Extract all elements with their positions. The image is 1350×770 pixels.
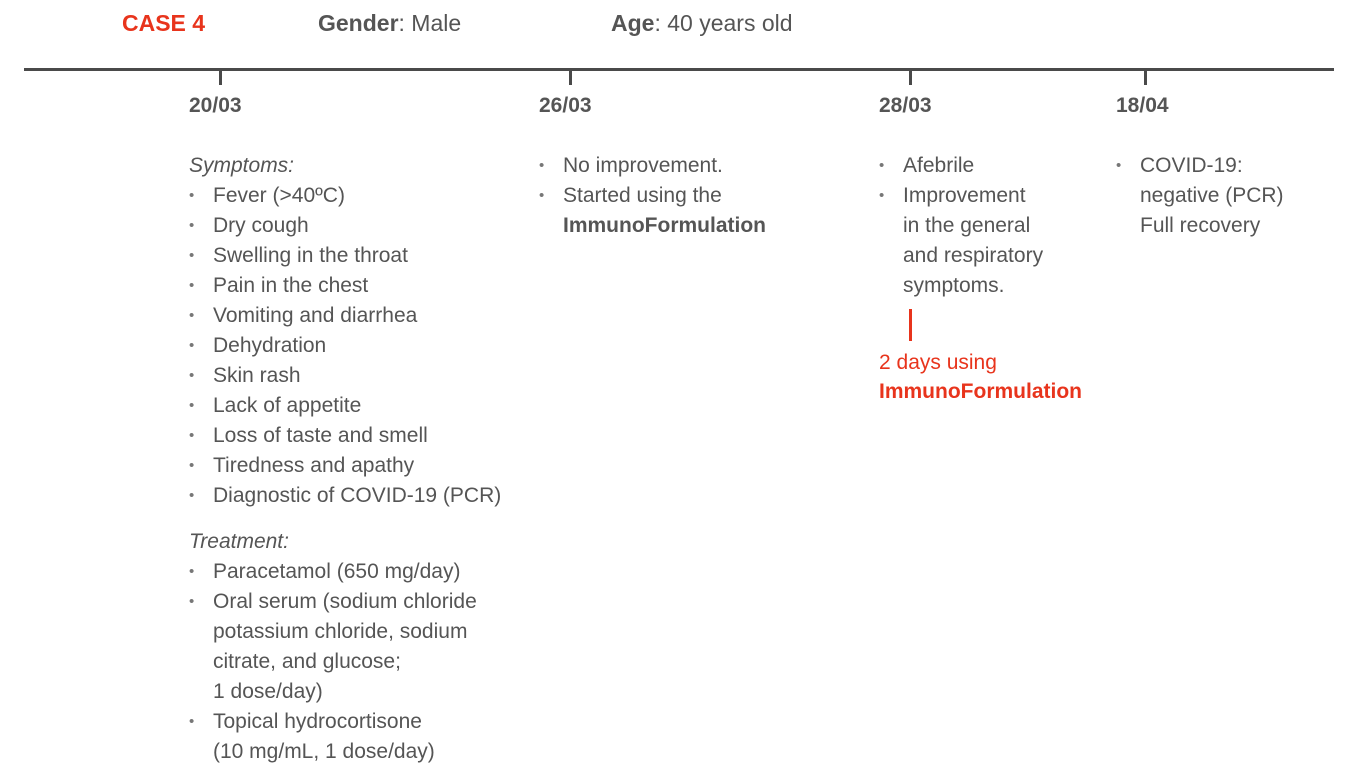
- list-item-line: negative (PCR): [1140, 184, 1284, 207]
- list-item-line: COVID-19:: [1140, 154, 1243, 177]
- list-item-line: citrate, and glucose;: [213, 650, 401, 673]
- event-list: COVID-19: negative (PCR) Full recovery: [1116, 151, 1284, 241]
- list-item-line: Afebrile: [903, 154, 975, 177]
- list-item: Swelling in the throat: [189, 241, 501, 271]
- list-item: Loss of taste and smell: [189, 421, 501, 451]
- symptoms-list: Fever (>40ºC) Dry cough Swelling in the …: [189, 181, 501, 511]
- timeline-tick: [909, 70, 912, 85]
- event-column-20-03: Symptoms: Fever (>40ºC) Dry cough Swelli…: [189, 151, 501, 767]
- age-value: : 40 years old: [654, 10, 793, 36]
- list-item: Lack of appetite: [189, 391, 501, 421]
- list-item-line: Paracetamol (650 mg/day): [213, 560, 461, 583]
- date-label: 28/03: [879, 94, 932, 117]
- gender-info: Gender: Male: [318, 8, 461, 38]
- timeline-tick: [569, 70, 572, 85]
- age-label: Age: [611, 10, 655, 36]
- gender-value: : Male: [398, 10, 462, 36]
- list-item: Diagnostic of COVID-19 (PCR): [189, 481, 501, 511]
- list-item-line: No improvement.: [563, 154, 723, 177]
- list-item-line: in the general: [903, 214, 1031, 237]
- list-item: Topical hydrocortisone (10 mg/mL, 1 dose…: [189, 707, 501, 767]
- timeline-tick: [1144, 70, 1147, 85]
- list-item: Started using the ImmunoFormulation: [539, 181, 766, 241]
- list-item-line: potassium chloride, sodium: [213, 620, 468, 643]
- list-item-line: Oral serum (sodium chloride: [213, 590, 477, 613]
- event-list: No improvement. Started using the Immuno…: [539, 151, 766, 241]
- symptoms-heading: Symptoms:: [189, 154, 295, 177]
- usage-note: 2 days using ImmunoFormulation: [879, 348, 1082, 406]
- event-column-28-03: Afebrile Improvement in the general and …: [879, 151, 1043, 301]
- list-item: No improvement.: [539, 151, 766, 181]
- usage-note-product: ImmunoFormulation: [879, 380, 1082, 403]
- list-item: Tiredness and apathy: [189, 451, 501, 481]
- list-item-line: Full recovery: [1140, 214, 1261, 237]
- age-info: Age: 40 years old: [611, 8, 793, 38]
- date-label: 18/04: [1116, 94, 1169, 117]
- event-column-18-04: COVID-19: negative (PCR) Full recovery: [1116, 151, 1284, 241]
- note-connector: [909, 309, 912, 341]
- list-item-line: Topical hydrocortisone: [213, 710, 422, 733]
- list-item: Afebrile: [879, 151, 1043, 181]
- event-list: Afebrile Improvement in the general and …: [879, 151, 1043, 301]
- list-item: Vomiting and diarrhea: [189, 301, 501, 331]
- list-item-line: (10 mg/mL, 1 dose/day): [213, 740, 435, 763]
- list-item: Dry cough: [189, 211, 501, 241]
- list-item: Skin rash: [189, 361, 501, 391]
- list-item-line: and respiratory: [903, 244, 1044, 267]
- list-item: Improvement in the general and respirato…: [879, 181, 1043, 301]
- list-item: Pain in the chest: [189, 271, 501, 301]
- list-item: Oral serum (sodium chloride potassium ch…: [189, 587, 501, 707]
- list-item-line: 1 dose/day): [213, 680, 323, 703]
- list-item-line: Started using the: [563, 184, 722, 207]
- timeline-axis: [24, 68, 1334, 71]
- treatment-list: Paracetamol (650 mg/day) Oral serum (sod…: [189, 557, 501, 767]
- timeline-tick: [219, 70, 222, 85]
- date-label: 26/03: [539, 94, 592, 117]
- product-name: ImmunoFormulation: [563, 214, 766, 237]
- list-item-line: Improvement: [903, 184, 1026, 207]
- list-item: Paracetamol (650 mg/day): [189, 557, 501, 587]
- list-item-line: symptoms.: [903, 274, 1005, 297]
- event-column-26-03: No improvement. Started using the Immuno…: [539, 151, 766, 241]
- case-label: CASE 4: [122, 10, 206, 36]
- treatment-heading: Treatment:: [189, 530, 289, 553]
- gender-label: Gender: [318, 10, 399, 36]
- date-label: 20/03: [189, 94, 242, 117]
- usage-note-text: 2 days using: [879, 351, 997, 374]
- list-item: COVID-19: negative (PCR) Full recovery: [1116, 151, 1284, 241]
- list-item: Fever (>40ºC): [189, 181, 501, 211]
- list-item: Dehydration: [189, 331, 501, 361]
